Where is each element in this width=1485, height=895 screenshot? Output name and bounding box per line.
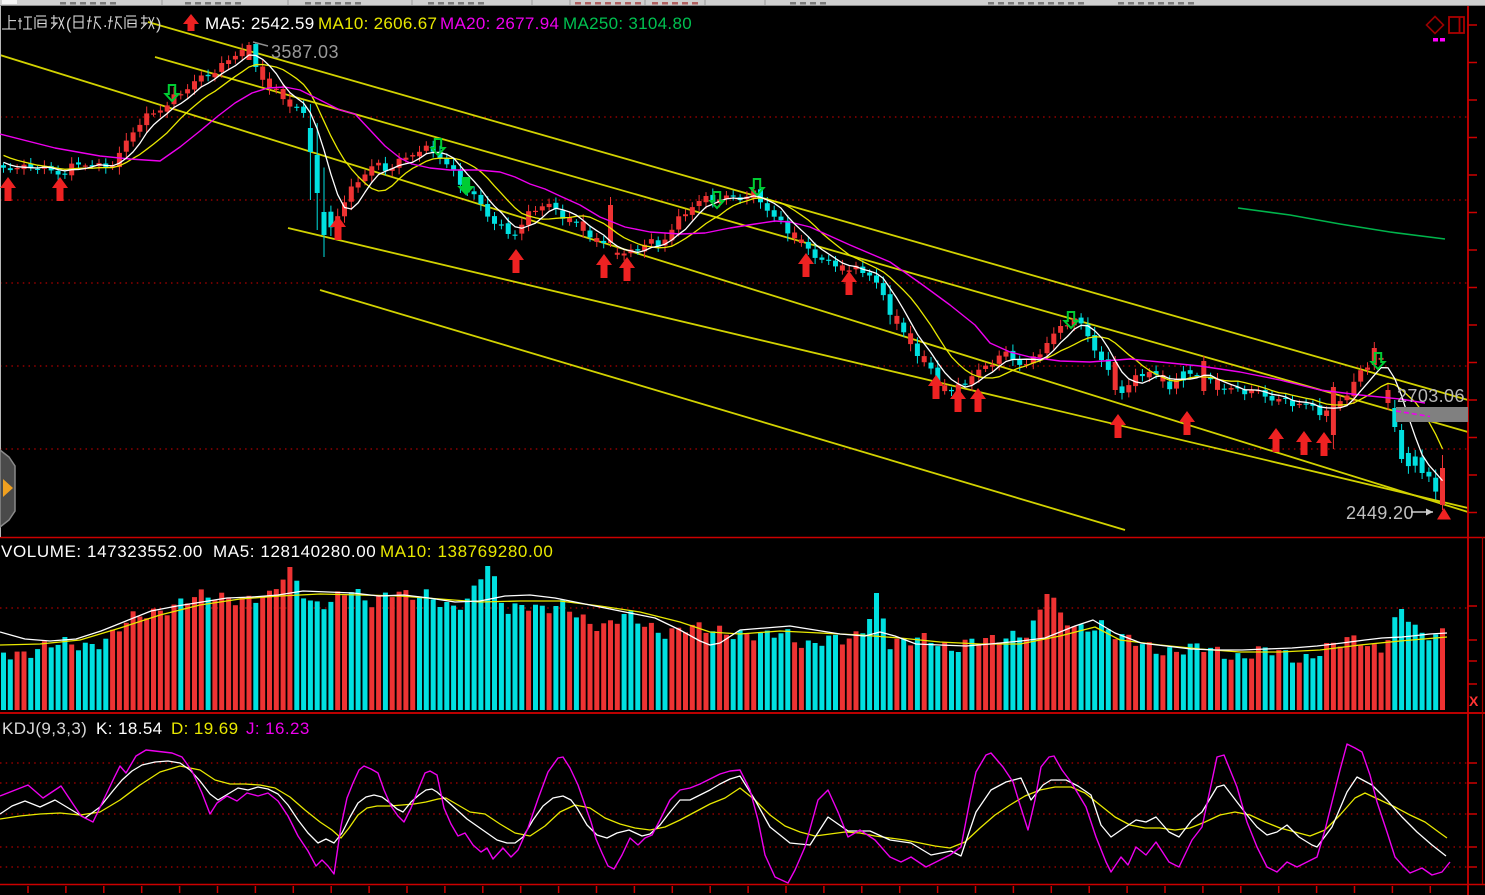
- svg-text:): ): [156, 16, 161, 33]
- svg-text:J: 16.23: J: 16.23: [246, 719, 310, 738]
- svg-text:K: 18.54: K: 18.54: [96, 719, 163, 738]
- svg-text:2449.20: 2449.20: [1346, 503, 1414, 523]
- svg-text:MA5: 2542.59: MA5: 2542.59: [205, 14, 314, 33]
- svg-text:2703.06: 2703.06: [1397, 386, 1465, 406]
- svg-text:D: 19.69: D: 19.69: [171, 719, 238, 738]
- svg-text:X: X: [1469, 693, 1479, 709]
- svg-text:MA20: 2677.94: MA20: 2677.94: [440, 14, 559, 33]
- svg-text:MA10: 138769280.00: MA10: 138769280.00: [380, 542, 553, 561]
- svg-text:(: (: [66, 16, 72, 33]
- svg-text:MA250: 3104.80: MA250: 3104.80: [563, 14, 692, 33]
- svg-text:VOLUME: 147323552.00: VOLUME: 147323552.00: [1, 542, 203, 561]
- svg-text:MA10: 2606.67: MA10: 2606.67: [318, 14, 437, 33]
- svg-text:3587.03: 3587.03: [271, 42, 339, 62]
- svg-text:.: .: [103, 14, 107, 31]
- svg-text:KDJ(9,3,3): KDJ(9,3,3): [2, 719, 87, 738]
- svg-text:MA5: 128140280.00: MA5: 128140280.00: [213, 542, 376, 561]
